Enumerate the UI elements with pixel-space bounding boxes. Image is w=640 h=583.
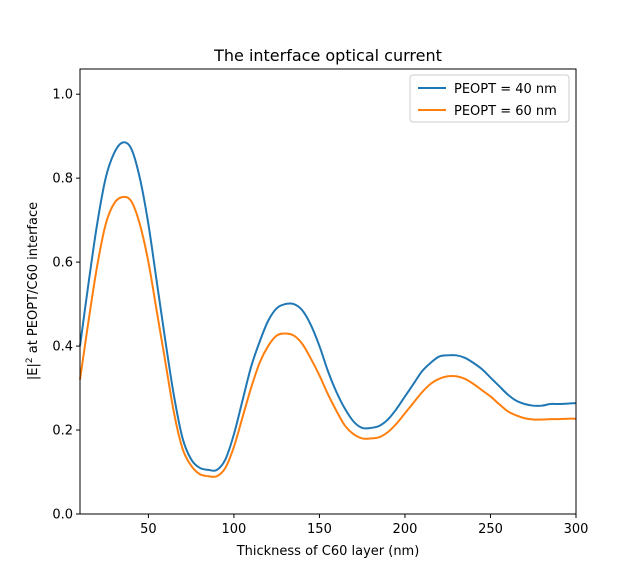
y-tick-label: 0.4 — [52, 340, 73, 355]
legend: PEOPT = 40 nm PEOPT = 60 nm — [409, 74, 570, 123]
chart-title: The interface optical current — [213, 46, 442, 65]
x-tick-label: 200 — [393, 522, 418, 537]
x-tick-label: 250 — [478, 522, 503, 537]
y-axis-label: |E|2 at PEOPT/C60 interface — [25, 202, 41, 380]
legend-box — [409, 74, 570, 123]
y-tick-label: 0.0 — [52, 508, 73, 523]
y-axis-label-superscript: 2 — [25, 357, 35, 363]
plot-frame — [79, 68, 577, 515]
y-axis-label-suffix: at PEOPT/C60 interface — [26, 202, 41, 358]
x-axis-label: Thickness of C60 layer (nm) — [236, 544, 420, 559]
series-layer — [79, 141, 577, 478]
series-line-0 — [79, 141, 577, 472]
legend-label-peopt-40: PEOPT = 40 nm — [454, 82, 557, 97]
x-tick-label: 300 — [564, 522, 589, 537]
x-axis-ticks: 50 100 150 200 250 300 — [140, 514, 588, 537]
y-tick-label: 0.8 — [52, 172, 73, 187]
series-line-1 — [79, 195, 577, 478]
y-axis-ticks: 0.0 0.2 0.4 0.6 0.8 1.0 — [52, 88, 80, 523]
y-tick-label: 1.0 — [52, 88, 73, 103]
x-tick-label: 50 — [140, 522, 157, 537]
y-tick-label: 0.6 — [52, 256, 73, 271]
y-axis-label-prefix: |E| — [26, 363, 41, 380]
y-tick-label: 0.2 — [52, 424, 73, 439]
x-tick-label: 100 — [222, 522, 247, 537]
x-tick-label: 150 — [307, 522, 332, 537]
legend-label-peopt-60: PEOPT = 60 nm — [454, 104, 557, 119]
